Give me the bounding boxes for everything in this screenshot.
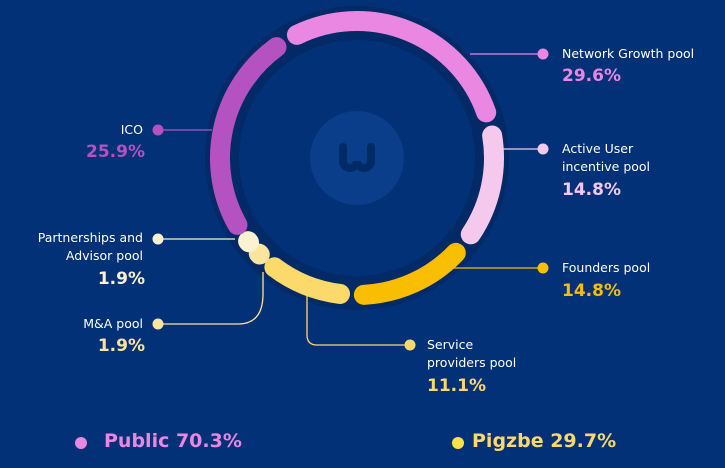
label-service-1: Service [427, 337, 474, 352]
dot-service [404, 339, 416, 351]
pct-active: 14.8% [562, 180, 621, 200]
dot-founders [537, 262, 549, 274]
slice-service-providers-pool [264, 257, 351, 304]
slice-network-growth-pool [286, 11, 497, 123]
logo-icon [339, 143, 375, 172]
leader-ma [158, 272, 264, 325]
pct-founders: 14.8% [562, 281, 621, 301]
label-partners-2: Advisor pool [65, 248, 143, 263]
logo-circle [310, 111, 404, 205]
legend-pigzbe-dot [452, 437, 464, 449]
label-service-2: providers pool [427, 355, 517, 370]
slice-founders-pool [353, 242, 466, 305]
legend-public-dot [75, 437, 87, 449]
dot-ico [152, 124, 164, 136]
dot-active [537, 143, 549, 155]
slice-active-user-incentive-pool [460, 125, 504, 245]
pct-ma: 1.9% [97, 336, 145, 356]
legend-pigzbe: Pigzbe 29.7% [472, 430, 617, 452]
legend-public: Public 70.3% [104, 430, 242, 452]
label-network: Network Growth pool [562, 46, 695, 61]
label-ma: M&A pool [83, 316, 143, 331]
label-ico: ICO [120, 122, 143, 137]
dot-partners [152, 233, 164, 245]
label-active-1: Active User [562, 141, 634, 156]
pct-ico: 25.9% [86, 142, 145, 162]
slice-m-a-pool [248, 243, 270, 265]
slice-ico [210, 37, 287, 235]
pct-partners: 1.9% [97, 269, 145, 289]
dot-ma [152, 318, 164, 330]
pct-service: 11.1% [427, 376, 486, 396]
leader-service [306, 295, 410, 346]
label-founders: Founders pool [562, 260, 651, 275]
pct-network: 29.6% [562, 66, 621, 86]
slice-partnerships-and-advisor-pool [238, 231, 259, 253]
dot-network [537, 48, 549, 60]
label-partners-1: Partnerships and [37, 230, 143, 245]
label-active-2: incentive pool [562, 159, 651, 174]
